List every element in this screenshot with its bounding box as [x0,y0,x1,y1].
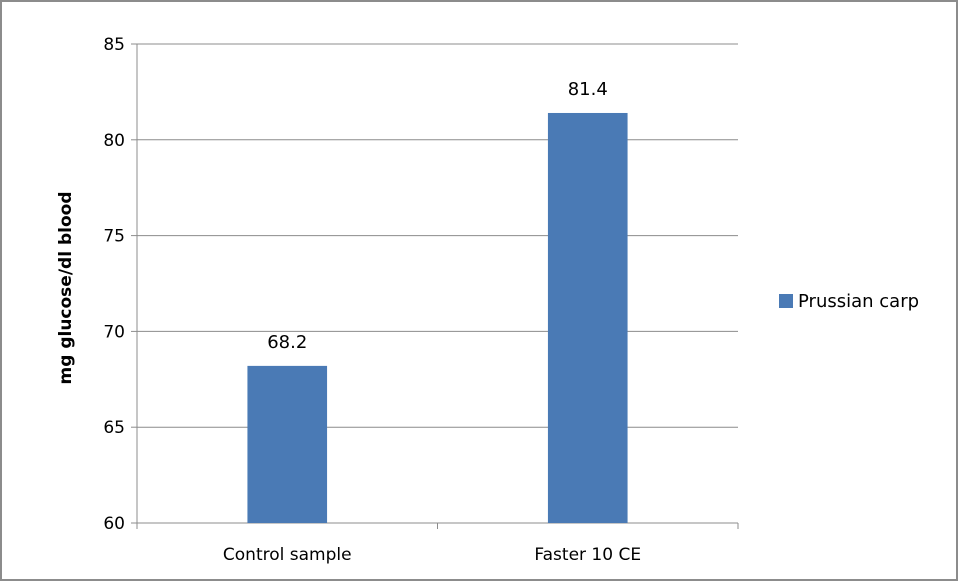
bar-2 [547,112,628,523]
data-label: 68.2 [267,332,307,353]
y-tick-label: 65 [103,418,125,438]
y-tick-label: 70 [103,322,125,342]
gridlines [137,43,738,428]
bars [247,112,628,523]
legend: Prussian carp [779,291,919,312]
y-tick-label: 85 [103,35,125,55]
y-tick-label: 75 [103,227,125,247]
x-tick-label: Faster 10 CE [534,545,641,565]
legend-swatch [779,294,793,308]
data-labels: 68.2 81.4 [267,79,608,353]
bar-1 [247,365,328,523]
y-tick-label: 60 [103,514,125,534]
x-tick-label: Control sample [223,545,352,565]
legend-label: Prussian carp [798,291,919,312]
y-axis-title: mg glucose/dl blood [56,192,76,385]
data-label: 81.4 [568,79,608,100]
y-tick-label: 80 [103,131,125,151]
axes: 60 65 70 75 80 85 Control sample Faster 10 CE [103,35,739,565]
